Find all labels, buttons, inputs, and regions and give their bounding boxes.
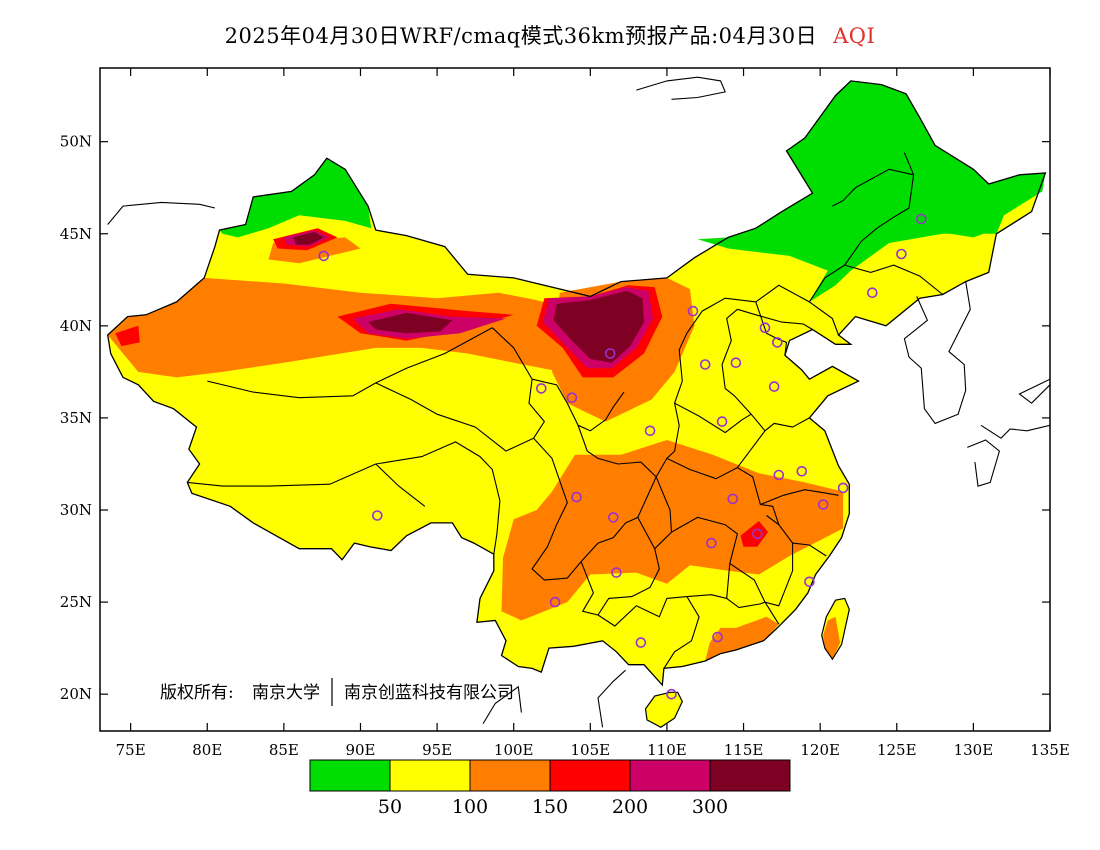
- colorbar-swatch: [709, 759, 791, 792]
- plot-frame: [99, 67, 1051, 732]
- lat-tick-label: 20N: [60, 685, 92, 703]
- city-station-marker: [571, 491, 582, 503]
- city-station-marker: [611, 567, 622, 578]
- city-station-marker: [706, 537, 717, 549]
- axes: 20N 25N 30N 35N 40N 45N 50N 75E 80E 85E 90E 95E 100E…: [60, 68, 1070, 759]
- city-station-marker: [535, 383, 547, 394]
- city-station-marker: [773, 469, 785, 481]
- city-station-marker: [635, 637, 647, 648]
- lon-tick-label: 125E: [877, 741, 917, 759]
- lon-tick-label: 100E: [494, 741, 534, 759]
- city-station-marker: [566, 392, 578, 404]
- city-station-marker: [699, 359, 711, 370]
- city-station-marker: [759, 322, 771, 334]
- city-station-marker: [371, 510, 383, 521]
- lat-tick-label: 30N: [60, 501, 92, 519]
- colorbar-label: 150: [532, 796, 568, 818]
- title-text: 2025年04月30日WRF/cmaq模式36km预报产品:04月30日: [224, 24, 818, 48]
- lat-tick-label: 45N: [60, 225, 92, 243]
- map-title: 2025年04月30日WRF/cmaq模式36km预报产品:04月30日 AQI: [0, 20, 1100, 50]
- colorbar-swatch: [549, 759, 631, 792]
- city-station-marker: [768, 381, 780, 392]
- copyright-org1: 南京大学: [252, 683, 320, 703]
- lon-tick-label: 90E: [345, 741, 375, 759]
- city-station-marker: [804, 576, 815, 588]
- colorbar-label: 50: [378, 796, 402, 818]
- copyright-prefix: 版权所有:: [160, 683, 234, 703]
- colorbar-swatch: [629, 759, 711, 792]
- city-station-marker: [716, 416, 728, 427]
- city-station-marker: [866, 287, 878, 299]
- lon-tick-label: 95E: [422, 741, 452, 759]
- colorbar-label: 300: [692, 796, 728, 818]
- city-station-marker: [817, 499, 829, 510]
- city-station-marker: [896, 248, 907, 260]
- colorbar-swatch: [389, 759, 471, 792]
- stations: [318, 213, 927, 700]
- city-station-marker: [604, 348, 616, 359]
- lon-tick-label: 135E: [1030, 741, 1070, 759]
- colorbar: 50 100 150 200 300: [309, 759, 791, 818]
- colorbar-label: 200: [612, 796, 648, 818]
- city-station-marker: [727, 493, 739, 505]
- lon-tick-label: 110E: [647, 741, 687, 759]
- boundaries: [107, 76, 1050, 728]
- copyright-org2: 南京创蓝科技有限公司: [344, 683, 514, 703]
- lon-tick-label: 115E: [724, 741, 764, 759]
- city-station-marker: [644, 425, 656, 437]
- lon-tick-label: 130E: [954, 741, 994, 759]
- city-station-marker: [796, 465, 808, 477]
- city-station-marker: [837, 482, 849, 494]
- lat-tick-label: 40N: [60, 317, 92, 335]
- city-station-marker: [687, 305, 699, 317]
- lon-tick-label: 105E: [571, 741, 611, 759]
- city-station-marker: [771, 337, 783, 348]
- title-variable: AQI: [833, 24, 876, 48]
- lat-tick-label: 25N: [60, 593, 92, 611]
- lon-tick-label: 85E: [269, 741, 299, 759]
- city-station-marker: [318, 250, 330, 262]
- copyright: 版权所有: 南京大学 南京创蓝科技有限公司: [160, 678, 514, 706]
- aqi-field: [107, 80, 1046, 728]
- city-station-marker: [607, 512, 619, 523]
- colorbar-label: 100: [452, 796, 488, 818]
- city-station-marker: [666, 688, 677, 700]
- lon-tick-label: 80E: [192, 741, 222, 759]
- lon-tick-label: 75E: [116, 741, 146, 759]
- colorbar-swatch: [309, 759, 391, 792]
- city-station-marker: [751, 528, 763, 540]
- city-station-marker: [712, 631, 723, 643]
- colorbar-swatch: [469, 759, 551, 792]
- lat-tick-label: 50N: [60, 133, 92, 151]
- city-station-marker: [730, 357, 742, 369]
- city-station-marker: [549, 596, 561, 608]
- lon-tick-label: 120E: [800, 741, 840, 759]
- lat-tick-label: 35N: [60, 409, 92, 427]
- city-station-marker: [915, 213, 927, 225]
